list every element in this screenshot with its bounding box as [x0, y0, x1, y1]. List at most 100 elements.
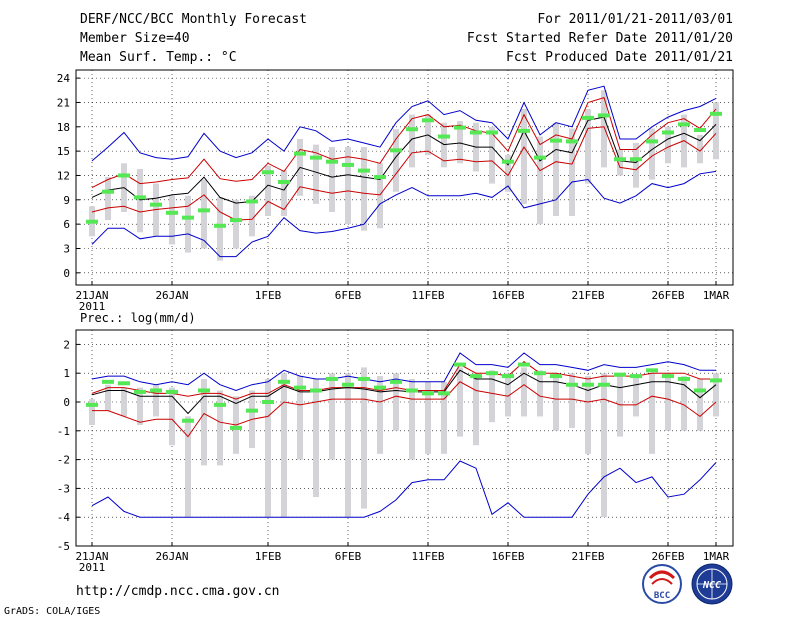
mean-marker: [294, 385, 306, 390]
variable-label: Mean Surf. Temp.: °C: [80, 50, 237, 65]
mean-marker: [470, 130, 482, 135]
ensemble-bar: [217, 197, 223, 261]
ensemble-bar: [281, 373, 287, 518]
y-tick-label: -3: [57, 482, 70, 495]
mean-marker: [566, 382, 578, 387]
mean-marker: [614, 372, 626, 377]
ensemble-bar: [105, 384, 111, 411]
ensemble-bar: [569, 128, 575, 217]
x-tick-label: 26FEB: [651, 289, 684, 302]
mean-marker: [182, 215, 194, 220]
ensemble-bar: [505, 373, 511, 417]
mean-marker: [710, 378, 722, 383]
x-tick-label: 6FEB: [335, 289, 362, 302]
mean-marker: [182, 418, 194, 423]
y-tick-label: 3: [63, 242, 70, 255]
envelope-max-line: [91, 85, 717, 162]
ncc-logo: NCC: [691, 563, 733, 605]
mean-marker: [646, 139, 658, 144]
temperature-panel: 0 3 6 9 12 15 18 21 24 21JAN 26JAN 1FEB 6FEB 11FEB 16F…: [57, 69, 734, 313]
mean-marker: [390, 379, 402, 384]
mean-marker: [246, 199, 258, 204]
ensemble-bar: [233, 199, 239, 249]
x-tick-label: 26FEB: [651, 550, 684, 563]
mean-marker: [278, 379, 290, 384]
ensemble-bar: [681, 376, 687, 431]
ensemble-bar: [185, 416, 191, 518]
x-tick-label: 11FEB: [411, 550, 444, 563]
mean-marker: [198, 388, 210, 393]
y-tick-label: 15: [57, 145, 70, 158]
mean-marker: [310, 388, 322, 393]
mean-marker: [118, 173, 130, 178]
ensemble-bar: [409, 114, 415, 168]
x-tick-label: 1MAR: [703, 289, 730, 302]
ncc-logo-text: NCC: [702, 580, 721, 591]
mean-marker: [454, 362, 466, 367]
mean-marker: [278, 179, 290, 184]
ensemble-bar: [265, 378, 271, 518]
ensemble-bar: [169, 195, 175, 245]
ensemble-bar: [313, 378, 319, 498]
mean-marker: [486, 371, 498, 376]
ensemble-bar: [441, 381, 447, 454]
ensemble-bar: [665, 373, 671, 431]
ensemble-bar: [121, 387, 127, 417]
ensemble-bar: [281, 169, 287, 217]
mean-marker: [502, 374, 514, 379]
ensemble-bar: [521, 367, 527, 417]
ensemble-bar: [345, 373, 351, 518]
mean-marker: [582, 115, 594, 120]
plot-frame: [75, 69, 734, 286]
ensemble-bar: [585, 108, 591, 184]
ensemble-bar: [457, 367, 463, 437]
x-tick-label: 6FEB: [335, 550, 362, 563]
mean-marker: [438, 391, 450, 396]
spread-lower-line: [91, 126, 717, 221]
x-tick-label: 1MAR: [703, 550, 730, 563]
ensemble-bar: [697, 134, 703, 164]
mean-marker: [566, 139, 578, 144]
mean-marker: [326, 159, 338, 164]
mean-marker: [710, 111, 722, 116]
ensemble-bar: [169, 387, 175, 446]
mean-marker: [630, 157, 642, 162]
mean-marker: [534, 155, 546, 160]
mean-marker: [214, 223, 226, 228]
mean-marker: [550, 138, 562, 143]
y-tick-label: 9: [63, 194, 70, 207]
x-tick-label: 21FEB: [571, 289, 604, 302]
spread-upper-line: [91, 361, 716, 400]
x-year-label: 2011: [79, 561, 106, 574]
mean-marker: [134, 389, 146, 394]
mean-marker: [246, 408, 258, 413]
mean-marker: [422, 118, 434, 123]
mean-marker: [598, 113, 610, 118]
mean-marker: [198, 208, 210, 213]
mean-marker: [390, 148, 402, 153]
ensemble-bar: [137, 168, 143, 233]
y-tick-label: 21: [57, 96, 70, 109]
mean-marker: [550, 374, 562, 379]
ensemble-bar: [425, 381, 431, 454]
ensemble-bar: [377, 376, 383, 454]
mean-marker: [150, 388, 162, 393]
ensemble-bar: [345, 147, 351, 225]
mean-marker: [534, 371, 546, 376]
x-tick-label: 16FEB: [491, 550, 524, 563]
ensemble-bar: [457, 121, 463, 164]
ensemble-bar: [89, 399, 95, 426]
mean-marker: [214, 402, 226, 407]
mean-marker: [454, 125, 466, 130]
precipitation-panel: -5 -4 -3 -2 -1 0 1 2 21JAN 26JAN 1FEB 6FEB 11FEB 16FE…: [57, 329, 734, 574]
ensemble-bar: [153, 384, 159, 417]
ensemble-bar: [553, 373, 559, 431]
ensemble-bar: [649, 373, 655, 454]
ensemble-bar: [713, 102, 719, 160]
ensemble-bar: [313, 144, 319, 204]
x-tick-label: 21JAN: [75, 289, 108, 302]
ensemble-bar: [665, 126, 671, 164]
ensemble-bar: [201, 378, 207, 466]
mean-marker: [518, 362, 530, 367]
